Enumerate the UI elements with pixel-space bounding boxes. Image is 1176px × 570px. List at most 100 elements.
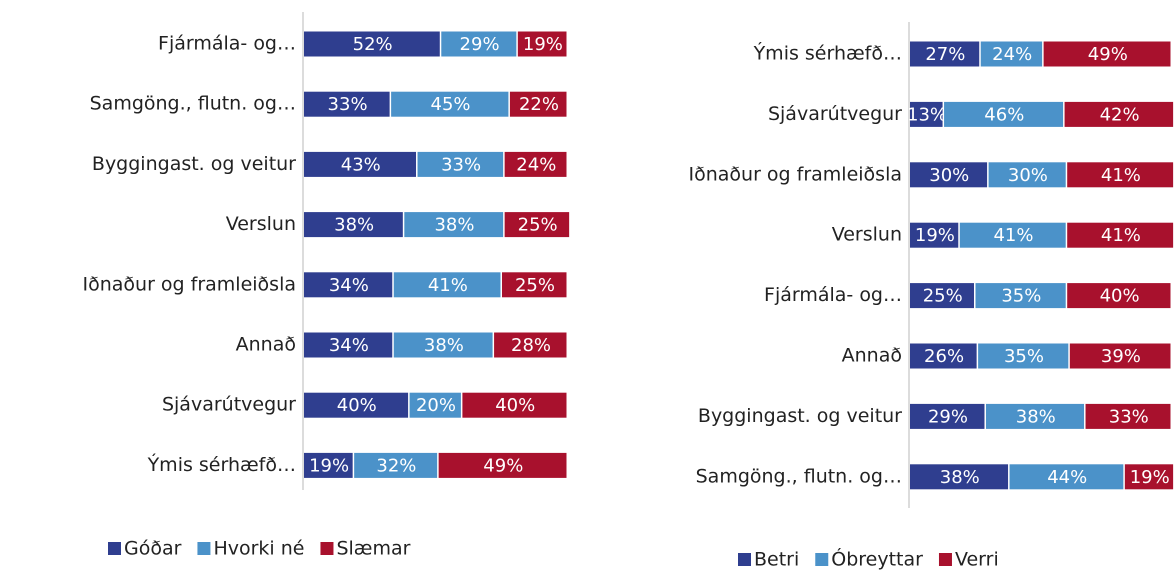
value-label: 33%	[328, 94, 368, 115]
bar-segment	[509, 91, 567, 117]
bar-segment	[409, 392, 461, 418]
value-label: 38%	[334, 215, 374, 236]
bar-segment	[1009, 464, 1124, 490]
value-label: 38%	[434, 215, 474, 236]
legend-label: Verri	[955, 549, 999, 570]
value-label: 22%	[519, 94, 559, 115]
value-label: 38%	[940, 467, 980, 488]
value-label: 35%	[1001, 286, 1041, 307]
value-label: 39%	[1101, 346, 1141, 367]
bar-segment	[404, 212, 504, 238]
legend-label: Óbreyttar	[831, 547, 923, 570]
category-label: Ýmis sérhæfð…	[147, 453, 296, 476]
value-label: 45%	[431, 94, 471, 115]
value-label: 46%	[984, 104, 1024, 125]
category-label: Byggingast. og veitur	[698, 405, 902, 427]
bar-segment	[910, 343, 977, 369]
legend-swatch	[815, 553, 829, 566]
bar-segment	[304, 452, 353, 478]
value-label: 34%	[329, 275, 369, 296]
value-label: 52%	[353, 34, 393, 55]
value-label: 41%	[428, 275, 468, 296]
category-label: Samgöng., flutn. og…	[696, 465, 902, 487]
bar-segment	[1069, 343, 1171, 369]
bar-segment	[975, 283, 1066, 309]
value-label: 43%	[341, 154, 381, 175]
category-label: Fjármála- og…	[764, 284, 902, 306]
value-label: 42%	[1100, 104, 1140, 125]
legend-swatch	[938, 553, 952, 566]
legend-label: Hvorki né	[213, 538, 304, 560]
bar-segment	[304, 91, 390, 117]
legend-swatch	[320, 542, 334, 555]
value-label: 25%	[923, 286, 963, 307]
value-label: 34%	[329, 335, 369, 356]
legend-label: Betri	[754, 549, 799, 570]
value-label: 30%	[929, 165, 969, 186]
legend-swatch	[108, 542, 121, 555]
bar-segment	[910, 162, 988, 188]
value-label: 19%	[915, 225, 955, 246]
bar-segment	[910, 283, 974, 309]
bar-segment	[1067, 162, 1174, 188]
category-label: Iðnaður og framleiðsla	[689, 163, 903, 185]
category-label: Annað	[236, 334, 296, 356]
category-label: Sjávarútvegur	[162, 394, 296, 416]
bar-segment	[1067, 222, 1174, 248]
bar-segment	[910, 403, 985, 429]
value-label: 44%	[1047, 467, 1087, 488]
bar-segment	[910, 101, 943, 127]
bar-segment	[980, 41, 1043, 67]
value-label: 40%	[1100, 286, 1140, 307]
value-label: 25%	[515, 275, 555, 296]
value-label: 25%	[518, 215, 558, 236]
value-label: 19%	[309, 455, 349, 476]
value-label: 28%	[511, 335, 551, 356]
bar-segment	[441, 31, 517, 57]
bar-segment	[304, 31, 440, 57]
category-label: Verslun	[832, 224, 902, 246]
bar-segment	[910, 41, 980, 67]
value-label: 19%	[1130, 467, 1170, 488]
bar-segment	[438, 452, 567, 478]
value-label: 38%	[424, 335, 464, 356]
value-label: 49%	[1088, 44, 1128, 65]
bar-segment	[985, 403, 1085, 429]
category-label: Byggingast. og veitur	[92, 153, 296, 175]
bar-segment	[502, 272, 567, 298]
category-label: Fjármála- og…	[158, 33, 296, 55]
category-label: Ýmis sérhæfð…	[753, 42, 902, 65]
bar-segment	[304, 212, 403, 238]
value-label: 40%	[337, 395, 377, 416]
bar-segment	[1043, 41, 1171, 67]
bar-segment	[978, 343, 1069, 369]
value-label: 33%	[441, 154, 481, 175]
bar-segment	[462, 392, 567, 418]
bar-segment	[391, 91, 509, 117]
value-label: 29%	[460, 34, 500, 55]
bar-segment	[988, 162, 1066, 188]
value-label: 38%	[1016, 406, 1056, 427]
legend-label: Slæmar	[336, 538, 410, 560]
value-label: 35%	[1004, 346, 1044, 367]
bar-segment	[304, 151, 417, 177]
value-label: 29%	[928, 406, 968, 427]
bar-segment	[1067, 283, 1171, 309]
bar-segment	[1064, 101, 1174, 127]
category-label: Sjávarútvegur	[768, 103, 902, 125]
legend-swatch	[738, 553, 751, 566]
bar-segment	[504, 212, 570, 238]
bar-segment	[354, 452, 438, 478]
value-label: 49%	[483, 455, 523, 476]
category-label: Verslun	[226, 213, 296, 235]
bar-segment	[944, 101, 1064, 127]
category-label: Iðnaður og framleiðsla	[83, 273, 297, 295]
value-label: 24%	[516, 154, 556, 175]
value-label: 19%	[523, 34, 563, 55]
value-label: 33%	[1109, 406, 1149, 427]
bar-segment	[393, 332, 493, 358]
legend-swatch	[197, 542, 211, 555]
bar-segment	[910, 222, 959, 248]
bar-segment	[304, 272, 393, 298]
